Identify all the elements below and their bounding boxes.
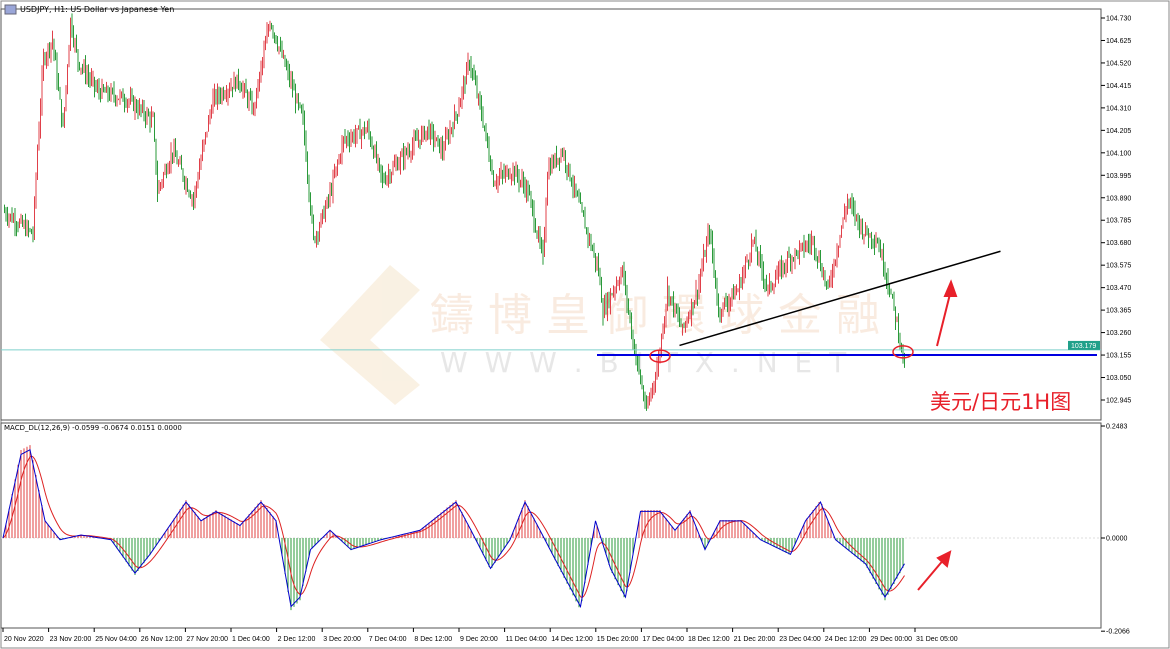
y-tick-label: 104.625 <box>1106 38 1131 45</box>
y-tick-label: 104.205 <box>1106 128 1131 135</box>
macd-label: MACD_DL(12,26,9) -0.0599 -0.0674 0.0151 … <box>4 424 182 432</box>
watermark-text: 鑄博皇御環球金融 <box>430 290 894 341</box>
macd-tick-label: 0.2483 <box>1106 424 1128 431</box>
highlight-circle <box>649 349 671 363</box>
arrow-up-icon <box>917 557 946 591</box>
chart-title: USDJPY, H1: US Dollar vs Japanese Yen <box>20 5 175 14</box>
y-tick-label: 103.260 <box>1106 330 1131 337</box>
watermark-logo: 鑄博皇御環球金融 W W W . B I T X . N E T <box>320 265 894 405</box>
x-tick-label: 29 Dec 00:00 <box>870 636 912 643</box>
x-tick-label: 7 Dec 04:00 <box>369 636 407 643</box>
x-tick-label: 1 Dec 04:00 <box>232 636 270 643</box>
y-tick-label: 102.945 <box>1106 397 1131 404</box>
price-panel[interactable] <box>0 8 1102 421</box>
current-price-badge <box>1068 340 1100 350</box>
y-tick-label: 103.680 <box>1106 240 1131 247</box>
x-tick-label: 21 Dec 20:00 <box>734 636 776 643</box>
x-tick-label: 27 Nov 20:00 <box>186 636 228 643</box>
current-price-label: 103.179 <box>1071 343 1096 350</box>
x-tick-label: 31 Dec 05:00 <box>916 636 958 643</box>
y-tick-label: 103.155 <box>1106 353 1131 360</box>
y-tick-label: 104.730 <box>1106 16 1131 23</box>
y-tick-label: 104.520 <box>1106 60 1131 67</box>
y-tick-label: 103.575 <box>1106 263 1131 270</box>
macd-series <box>1 445 1101 611</box>
y-tick-label: 103.470 <box>1106 285 1131 292</box>
x-tick-label: 3 Dec 20:00 <box>323 636 361 643</box>
axes: 104.730 104.625 104.520 104.415 104.310 104.2… <box>2 4 1131 643</box>
trendline <box>679 250 1001 347</box>
x-tick-label: 23 Nov 20:00 <box>50 636 92 643</box>
y-tick-label: 103.785 <box>1106 218 1131 225</box>
x-tick-label: 24 Dec 12:00 <box>825 636 867 643</box>
watermark-url: W W W . B I T X . N E T <box>440 346 850 379</box>
y-tick-label: 103.365 <box>1106 308 1131 315</box>
x-tick-label: 18 Dec 12:00 <box>688 636 730 643</box>
x-tick-label: 23 Dec 04:00 <box>779 636 821 643</box>
arrow-head-icon <box>936 550 952 568</box>
macd-signal-line <box>2 455 905 599</box>
highlight-circle <box>892 345 914 359</box>
x-tick-label: 9 Dec 20:00 <box>460 636 498 643</box>
macd-main-line <box>2 448 905 609</box>
x-tick-label: 25 Nov 04:00 <box>95 636 137 643</box>
x-tick-label: 8 Dec 12:00 <box>414 636 452 643</box>
y-tick-label: 104.415 <box>1106 83 1131 90</box>
macd-panel[interactable] <box>0 422 1102 629</box>
x-tick-label: 20 Nov 2020 <box>4 636 44 643</box>
y-tick-label: 104.100 <box>1106 150 1131 157</box>
x-tick-label: 26 Nov 12:00 <box>141 636 183 643</box>
y-tick-label: 103.890 <box>1106 195 1131 202</box>
x-tick-label: 14 Dec 12:00 <box>551 636 593 643</box>
y-tick-label: 103.995 <box>1106 173 1131 180</box>
chart-window-icon <box>4 4 17 15</box>
x-tick-label: 11 Dec 04:00 <box>506 636 547 643</box>
x-tick-label: 15 Dec 20:00 <box>597 636 639 643</box>
overlays <box>1 250 1101 363</box>
arrows <box>917 279 958 591</box>
y-tick-label: 103.050 <box>1106 375 1131 382</box>
x-tick-label: 2 Dec 12:00 <box>278 636 316 643</box>
arrow-head-icon <box>943 279 958 297</box>
annotation-text: 美元/日元1H图 <box>930 390 1072 414</box>
macd-tick-label: -0.2066 <box>1106 629 1130 636</box>
arrow-up-icon <box>936 289 952 347</box>
macd-tick-label: 0.0000 <box>1106 536 1128 543</box>
y-tick-label: 104.310 <box>1106 105 1131 112</box>
x-tick-label: 17 Dec 04:00 <box>642 636 684 643</box>
